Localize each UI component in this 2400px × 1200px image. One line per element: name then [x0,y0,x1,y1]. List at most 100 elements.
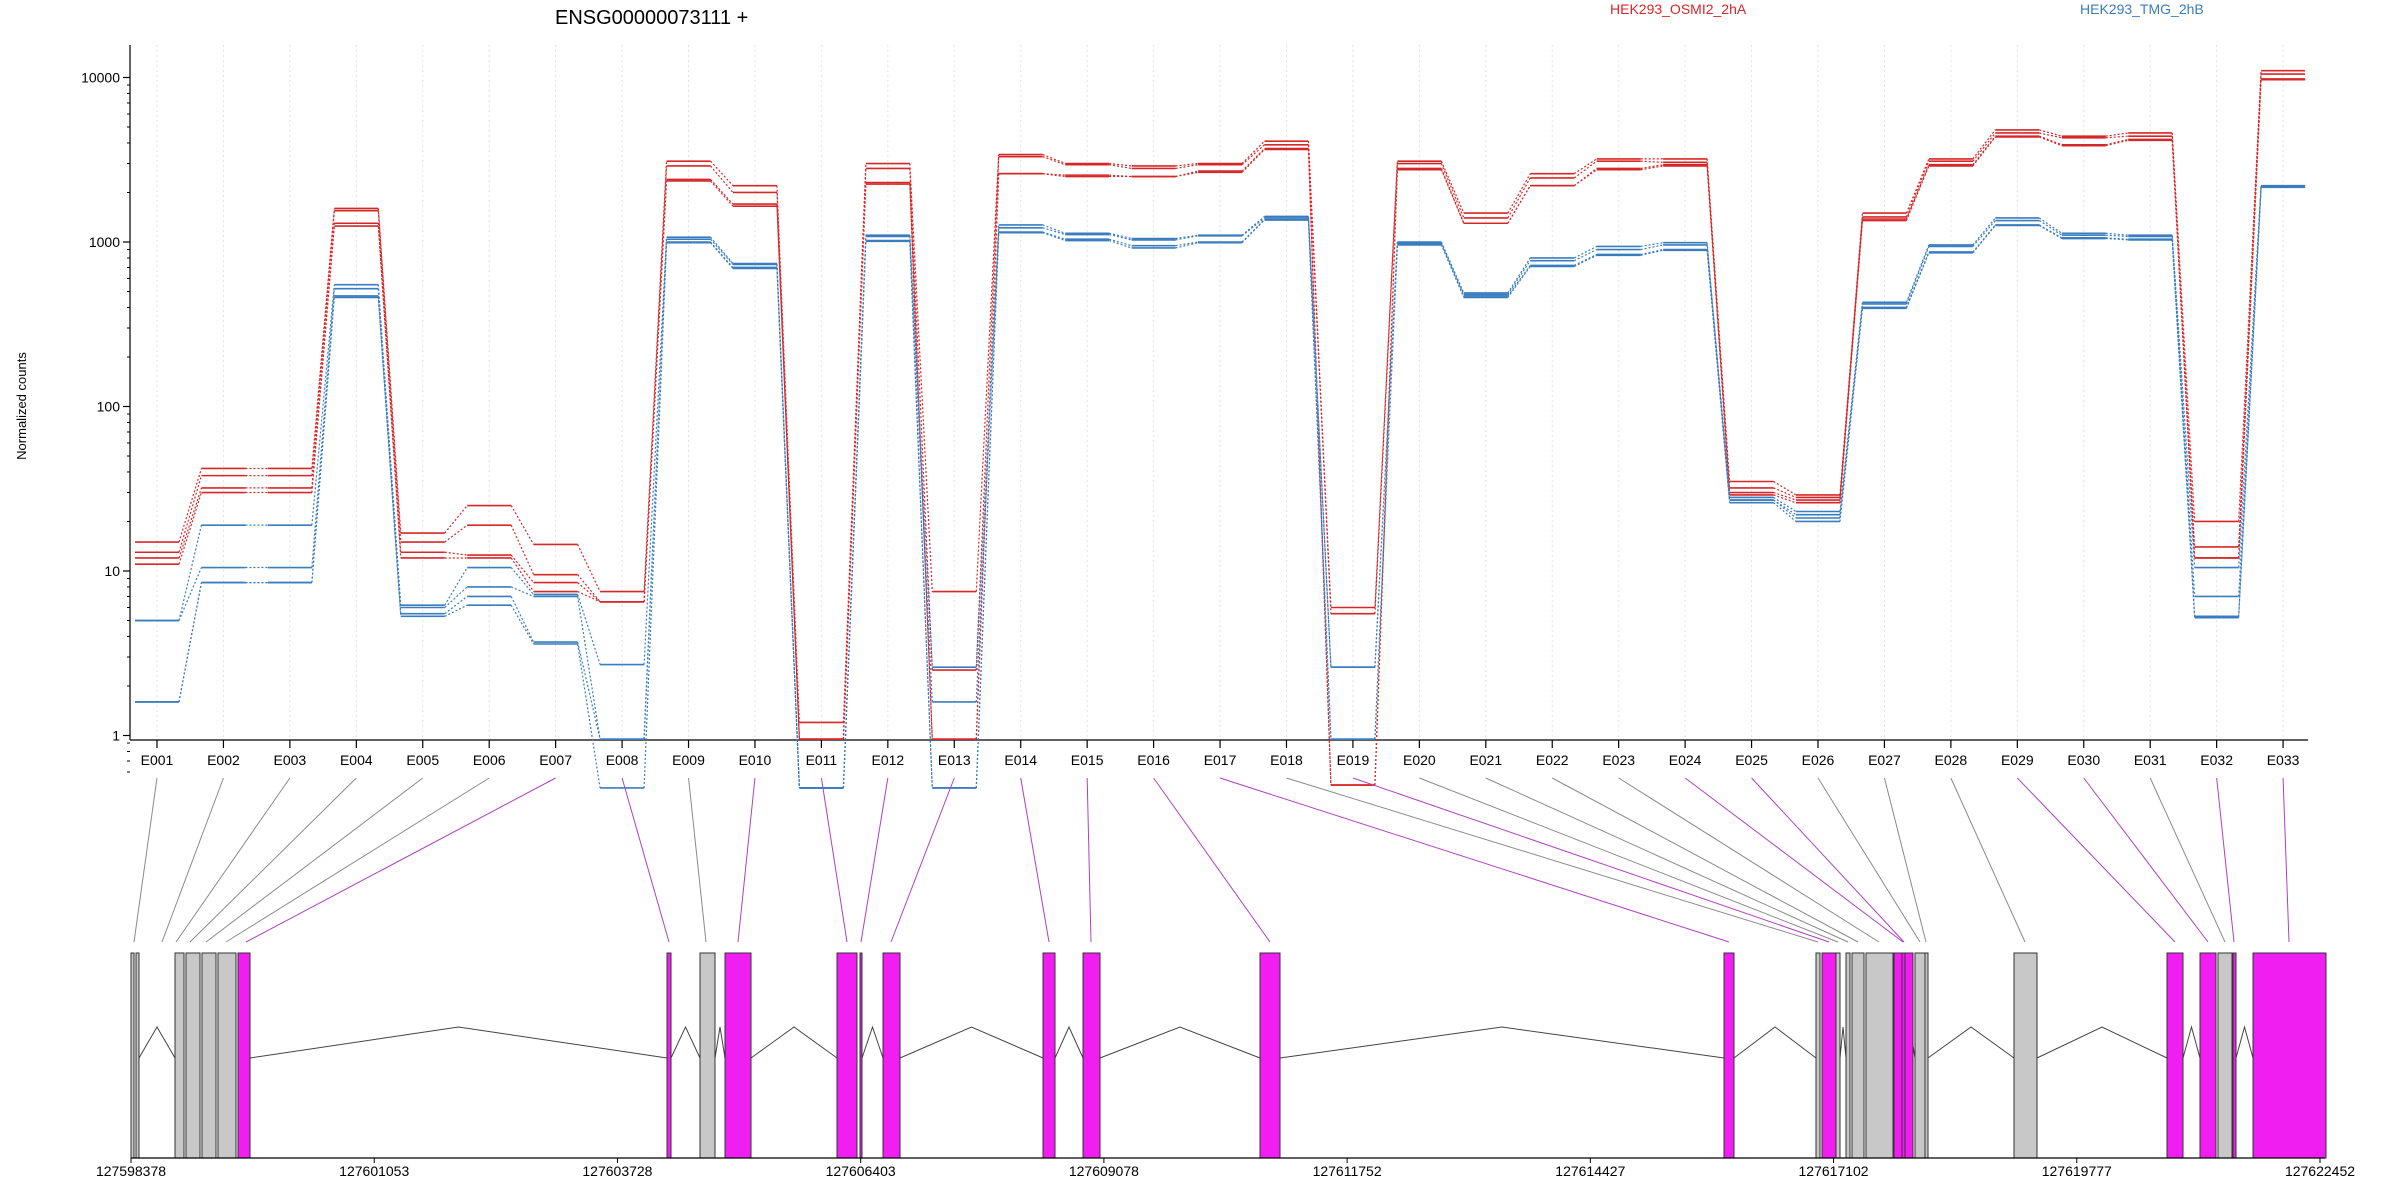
series-transition [2039,136,2062,147]
x-tick-label: E018 [1270,752,1303,768]
series-transition [1972,136,1996,167]
exon-connector [621,777,670,943]
y-tick-label: 10 [104,563,120,579]
exon-connector [133,777,158,943]
x-axis: E001 E002 E003 E004 E005 E006 E007 E008 E009 E010… [130,739,2309,768]
series-transition [1905,252,1930,309]
series-transition [1640,242,1664,248]
series-transition [1307,220,1332,740]
series-lines [135,69,2306,789]
series-transition [377,295,402,614]
series-transition [643,241,668,740]
series-transition [1241,144,1265,166]
series-transition [444,524,468,543]
series-transition [1440,244,1465,298]
exon-box [1821,952,1838,1159]
intron-line [1279,1026,1725,1059]
x-tick-label: E020 [1403,752,1436,768]
series-transition [577,643,601,789]
series-transition [1175,162,1199,167]
gene-model [130,952,2327,1159]
series-transition [2171,140,2196,559]
series-transition [1241,140,1265,164]
genomic-tick-label: 127611752 [1313,1163,1382,1179]
exon-connector [737,777,756,943]
series-transition [1972,135,1996,166]
intron-line [899,1026,1044,1059]
x-tick-label: E026 [1802,752,1835,768]
series-transition [178,567,202,621]
series-transition [1507,185,1531,224]
series-transition [2105,237,2129,241]
series-transition [178,475,203,553]
exon-box [1835,952,1841,1159]
exon-box [699,952,716,1159]
x-tick-label: E032 [2200,752,2233,768]
x-tick-label: E010 [739,752,772,768]
exon-box [1723,952,1735,1159]
x-tick-label: E014 [1004,752,1037,768]
series-transition [577,596,601,740]
series-transition [1241,149,1265,173]
series-transition [1307,217,1332,668]
exon-box [1815,952,1821,1159]
x-tick-label: E002 [207,752,240,768]
x-tick-label: E011 [806,752,838,768]
exon-connector [1086,777,1092,943]
series-transition [1109,164,1132,170]
series-transition [710,238,734,265]
series-transition [1640,165,1664,171]
series-transition [1042,173,1066,176]
series-transition [842,241,867,788]
exon-box [724,952,752,1159]
series-transition [1640,249,1664,256]
chart-title: ENSG00000073111 + [555,7,748,29]
series-transition [643,180,668,602]
series-transition [1507,173,1531,214]
series-transition [1175,235,1199,241]
exon-box [130,952,135,1159]
y-tick-label: 100 [97,399,121,415]
exon-connector [820,777,848,943]
intron-line [2036,1026,2168,1059]
exon-connectors [133,777,2290,943]
series-transition [1839,218,1864,501]
series-transition [1905,251,1930,308]
series-transition [1507,260,1531,295]
series-transition [1042,154,1066,165]
exon-box [135,952,140,1159]
series-transition [1109,174,1132,178]
x-tick-label: E016 [1137,752,1170,768]
series-transition [1108,238,1132,247]
series-transition [776,204,800,740]
series-transition [510,586,534,598]
series-transition [1507,265,1531,297]
series-transition [1640,160,1664,163]
series-transition [2039,224,2063,240]
exon-connector [205,777,424,943]
genomic-tick-label: 127601053 [339,1163,409,1179]
exon-box [1845,952,1851,1159]
series-transition [643,242,668,788]
series-transition [1374,244,1398,740]
exon-box [1259,952,1281,1159]
x-tick-label: E015 [1071,752,1104,768]
exon-box [859,952,863,1159]
x-tick-label: E024 [1669,752,1702,768]
series-transition [710,242,734,269]
series-transition [1905,164,1930,220]
x-tick-label: E021 [1469,752,1502,768]
series-transition [1972,132,1996,162]
series-transition [1440,160,1465,214]
series-transition [377,223,402,553]
exon-box [2252,952,2327,1159]
series-transition [1773,480,1797,496]
exon-box [237,952,251,1159]
intron-line [1839,1026,1847,1059]
series-transition [1905,160,1930,218]
series-transition [2105,132,2129,137]
series-transition [1175,164,1199,170]
series-transition [577,574,601,603]
x-tick-label: E029 [2001,752,2034,768]
intron-line [861,1025,884,1059]
